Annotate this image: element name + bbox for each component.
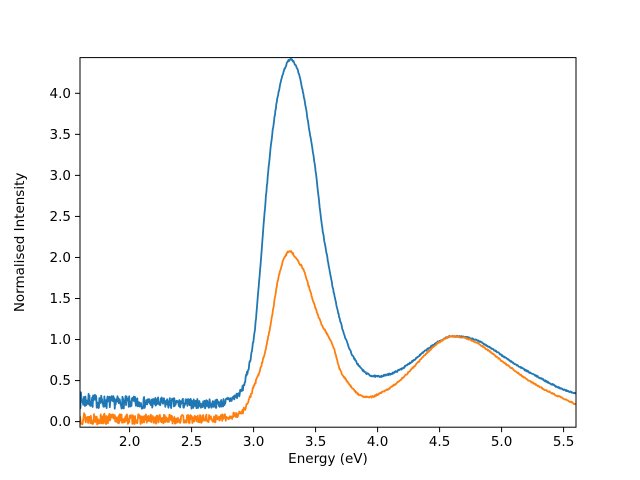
x-axis-label: Energy (eV) [288,451,368,467]
axes-frame [79,57,577,428]
x-tick-label: 4.0 [367,434,388,450]
x-tick-label: 5.5 [553,434,574,450]
x-tick-label: 3.0 [243,434,264,450]
y-tick-label: 0.5 [50,373,71,389]
y-axis-label: Normalised Intensity [12,173,28,313]
x-tick-label: 3.5 [305,434,326,450]
y-tick-label: 3.5 [50,127,71,143]
x-tick-label: 5.0 [491,434,512,450]
x-tick-label: 2.5 [181,434,202,450]
y-tick-label: 1.5 [50,291,71,307]
y-tick-label: 3.0 [50,168,71,184]
series-spectrum-2-orange [80,250,576,426]
series-spectrum-1-blue [80,58,576,410]
y-tick-label: 1.0 [50,332,71,348]
y-tick-label: 2.0 [50,250,71,266]
y-tick-label: 0.0 [50,414,71,430]
x-tick-label: 2.0 [119,434,140,450]
y-tick-label: 4.0 [50,86,71,102]
plot-area: 2.0 2.5 3.0 3.5 4.0 4.5 5.0 5.5 0.0 0.5 1.0 1.5 2.0 2… [50,57,577,450]
y-tick-label: 2.5 [50,209,71,225]
x-tick-label: 4.5 [429,434,450,450]
